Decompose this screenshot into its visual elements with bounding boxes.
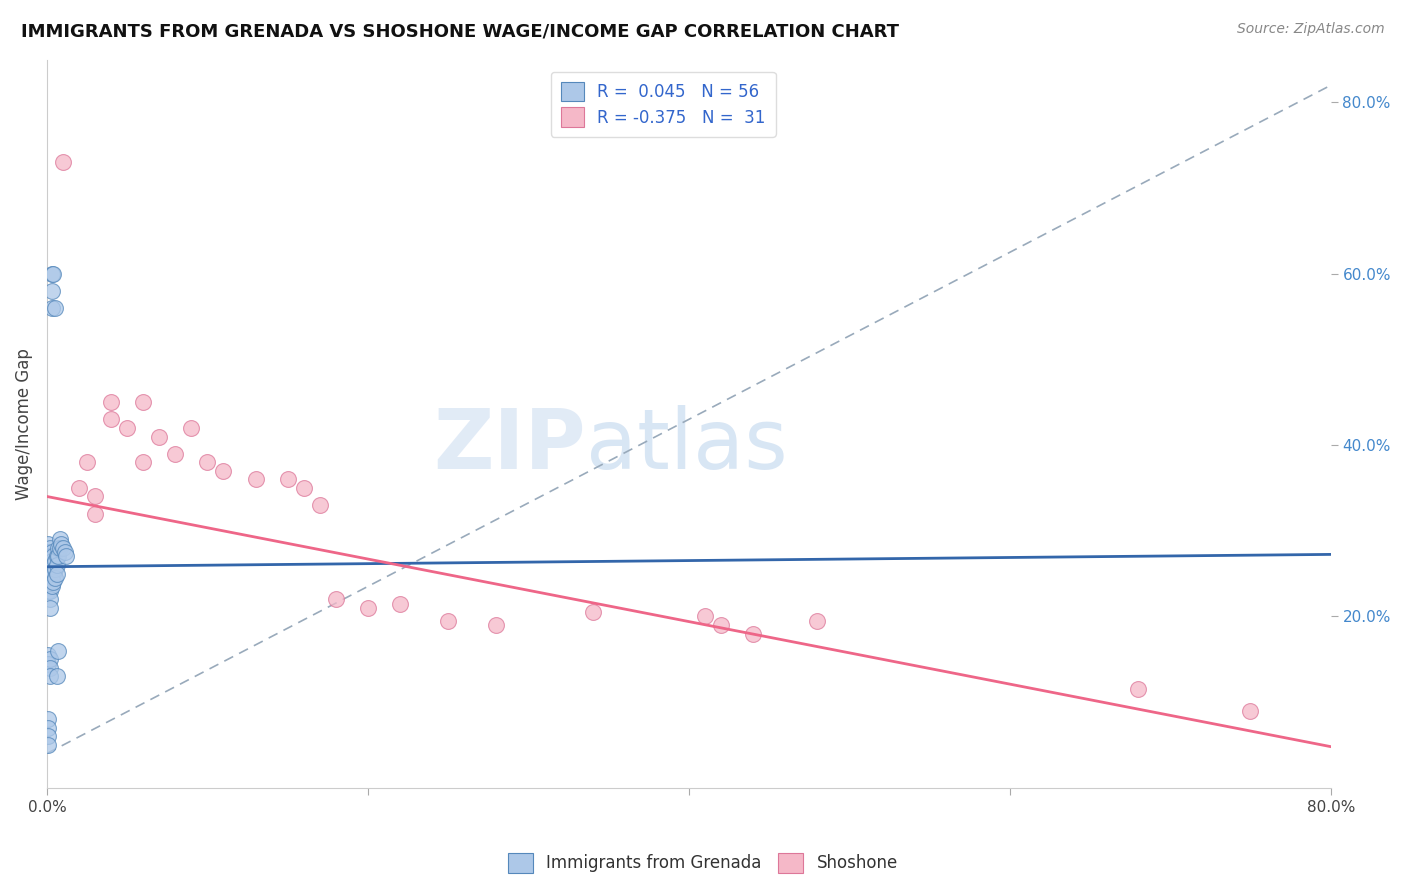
Point (41, 545, 63, 559)
Point (581, 605, 603, 619)
Point (41, 301, 63, 315)
Text: atlas: atlas (586, 405, 787, 486)
Point (48, 541, 70, 555)
Point (42, 549, 65, 564)
Point (55, 549, 77, 564)
Point (37, 575, 59, 590)
Point (76, 455, 98, 469)
Point (180, 421, 202, 435)
Point (485, 618, 508, 632)
Point (41, 579, 63, 593)
Point (37, 730, 59, 744)
Point (39, 583, 62, 598)
Point (45, 669, 67, 683)
Point (37, 562, 59, 576)
Point (46, 541, 69, 555)
Point (52, 541, 75, 555)
Legend: R =  0.045   N = 56, R = -0.375   N =  31: R = 0.045 N = 56, R = -0.375 N = 31 (551, 71, 776, 136)
Point (41, 571, 63, 585)
Point (325, 592, 347, 607)
Point (46, 549, 69, 564)
Point (148, 429, 170, 443)
Point (42, 558, 65, 572)
Point (39, 669, 62, 683)
Point (37, 554, 59, 568)
Point (115, 421, 138, 435)
Point (308, 498, 330, 512)
Point (277, 472, 299, 486)
Point (37, 558, 59, 572)
Point (44, 562, 66, 576)
Point (195, 455, 218, 469)
Point (41, 562, 63, 576)
Point (292, 481, 315, 495)
Point (100, 412, 122, 426)
Point (37, 536, 59, 550)
Point (48, 533, 70, 547)
Text: ZIP: ZIP (433, 405, 586, 486)
Point (1126, 682, 1149, 697)
Point (388, 597, 411, 611)
Point (53, 545, 76, 559)
Point (45, 566, 67, 581)
Point (41, 284, 63, 298)
Point (37, 712, 59, 726)
Point (44, 571, 66, 585)
Point (132, 455, 155, 469)
Y-axis label: Wage/Income Gap: Wage/Income Gap (15, 348, 32, 500)
Point (132, 395, 155, 409)
Point (39, 600, 62, 615)
Point (39, 541, 62, 555)
Point (37, 545, 59, 559)
Point (437, 614, 460, 628)
Point (45, 558, 67, 572)
Point (710, 618, 733, 632)
Point (212, 464, 235, 478)
Point (37, 549, 59, 564)
Point (37, 583, 59, 598)
Point (84, 490, 107, 504)
Point (52, 155, 75, 169)
Point (693, 609, 716, 624)
Point (41, 554, 63, 568)
Point (39, 575, 62, 590)
Point (51, 536, 73, 550)
Point (84, 507, 107, 521)
Point (806, 614, 828, 628)
Point (44, 301, 66, 315)
Point (39, 592, 62, 607)
Point (39, 549, 62, 564)
Point (165, 447, 187, 461)
Point (39, 652, 62, 666)
Point (39, 558, 62, 572)
Point (742, 626, 765, 640)
Point (39, 661, 62, 675)
Point (37, 721, 59, 735)
Point (37, 657, 59, 671)
Point (42, 575, 65, 590)
Point (357, 600, 380, 615)
Point (46, 643, 69, 657)
Point (37, 571, 59, 585)
Text: IMMIGRANTS FROM GRENADA VS SHOSHONE WAGE/INCOME GAP CORRELATION CHART: IMMIGRANTS FROM GRENADA VS SHOSHONE WAGE… (21, 22, 898, 40)
Point (42, 566, 65, 581)
Legend: Immigrants from Grenada, Shoshone: Immigrants from Grenada, Shoshone (502, 847, 904, 880)
Point (41, 267, 63, 281)
Point (42, 267, 65, 281)
Point (39, 566, 62, 581)
Point (1239, 704, 1261, 718)
Point (45, 549, 67, 564)
Point (67, 481, 90, 495)
Point (44, 554, 66, 568)
Point (37, 738, 59, 752)
Text: Source: ZipAtlas.com: Source: ZipAtlas.com (1237, 22, 1385, 37)
Point (37, 648, 59, 662)
Point (100, 395, 122, 409)
Point (245, 472, 267, 486)
